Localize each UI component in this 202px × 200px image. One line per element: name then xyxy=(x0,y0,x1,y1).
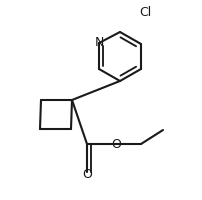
Text: O: O xyxy=(82,168,92,180)
Text: N: N xyxy=(94,36,104,49)
Text: O: O xyxy=(111,138,121,150)
Text: Cl: Cl xyxy=(139,6,151,20)
